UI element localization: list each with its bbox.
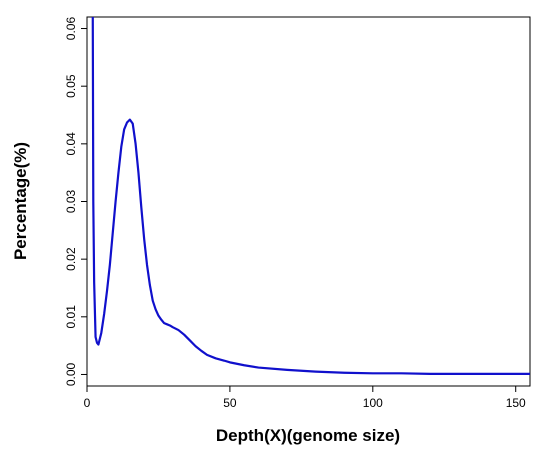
x-tick-label: 50 bbox=[223, 396, 237, 410]
y-axis-title: Percentage(%) bbox=[11, 142, 30, 260]
x-tick-label: 0 bbox=[84, 396, 91, 410]
y-tick-label: 0.01 bbox=[64, 305, 78, 329]
y-tick-label: 0.02 bbox=[64, 247, 78, 271]
y-tick-label: 0.03 bbox=[64, 189, 78, 213]
y-tick-label: 0.05 bbox=[64, 74, 78, 98]
x-tick-label: 150 bbox=[506, 396, 526, 410]
plot-area bbox=[91, 17, 530, 375]
y-axis: 0.00 0.01 0.02 0.03 0.04 0.05 0.06 bbox=[64, 17, 87, 386]
y-tick-label: 0.06 bbox=[64, 17, 78, 41]
y-tick-label: 0.04 bbox=[64, 132, 78, 156]
plot-frame bbox=[86, 16, 531, 387]
x-tick-label: 100 bbox=[363, 396, 383, 410]
x-axis: 0 50 100 150 bbox=[84, 386, 526, 410]
series-line-0 bbox=[91, 17, 530, 375]
x-axis-title: Depth(X)(genome size) bbox=[216, 426, 400, 445]
y-tick-label: 0.00 bbox=[64, 362, 78, 386]
